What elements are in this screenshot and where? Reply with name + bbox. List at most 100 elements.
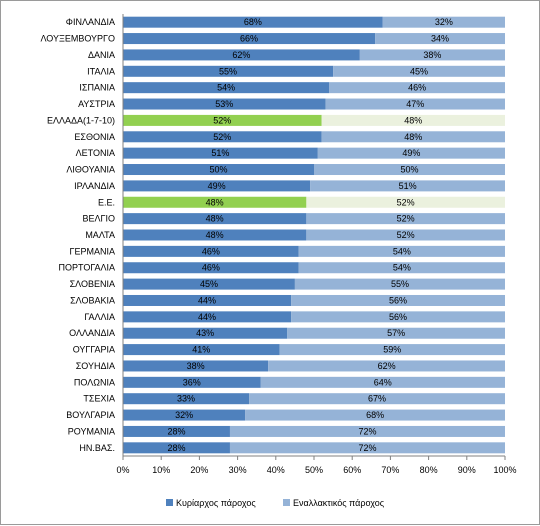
data-label: 43% (196, 328, 214, 338)
data-label: 48% (206, 230, 224, 240)
data-label: 56% (389, 295, 407, 305)
x-tick-label: 100% (493, 465, 516, 475)
data-label: 47% (406, 99, 424, 109)
bar-segment (123, 327, 288, 339)
bar-segment (375, 33, 505, 45)
category-label: ΔΑΝΙΑ (88, 50, 115, 60)
data-label: 53% (215, 99, 233, 109)
bar-segment (123, 344, 280, 356)
x-tick-label: 30% (229, 465, 247, 475)
bar-segment (123, 147, 318, 159)
bar-segment (123, 131, 322, 143)
data-label: 62% (378, 361, 396, 371)
category-label: ΤΣΕΧΙΑ (83, 394, 115, 404)
data-label: 52% (397, 214, 415, 224)
data-label: 67% (368, 394, 386, 404)
data-label: 28% (167, 443, 185, 453)
bar-segment (268, 360, 505, 372)
data-label: 32% (175, 410, 193, 420)
legend-label: Εναλλακτικός πάροχος (293, 498, 385, 508)
x-tick-label: 10% (152, 465, 170, 475)
data-label: 64% (374, 377, 392, 387)
data-label: 56% (389, 312, 407, 322)
category-label: ΟΛΛΑΝΔΙΑ (69, 328, 115, 338)
bar-segment (123, 213, 307, 225)
bar-segment (123, 393, 250, 405)
data-label: 52% (397, 197, 415, 207)
bar-segment (123, 49, 360, 61)
data-label: 59% (383, 345, 401, 355)
data-label: 66% (240, 34, 258, 44)
data-label: 50% (209, 165, 227, 175)
data-label: 52% (213, 132, 231, 142)
category-label: ΦΙΝΛΑΝΔΙΑ (66, 17, 115, 27)
data-label: 68% (244, 17, 262, 27)
data-label: 38% (187, 361, 205, 371)
category-label: ΓΕΡΜΑΝΙΑ (70, 246, 115, 256)
data-label: 51% (211, 148, 229, 158)
category-label: Ε.Ε. (98, 197, 115, 207)
data-label: 38% (423, 50, 441, 60)
bar-segment (123, 82, 330, 94)
bar-segment (229, 425, 505, 437)
data-label: 49% (402, 148, 420, 158)
bar-segment (123, 33, 376, 45)
bar-segment (317, 147, 505, 159)
data-label: 52% (397, 230, 415, 240)
bar-segment (310, 180, 505, 192)
bar-segment (260, 376, 505, 388)
data-label: 48% (404, 132, 422, 142)
bar-segment (123, 229, 307, 241)
data-label: 62% (232, 50, 250, 60)
bar-segment (123, 294, 292, 306)
data-label: 50% (400, 165, 418, 175)
category-label: ΠΟΡΤΟΓΑΛΙΑ (59, 263, 116, 273)
data-label: 46% (202, 246, 220, 256)
bar-segment (123, 65, 334, 77)
x-tick-label: 70% (381, 465, 399, 475)
x-tick-label: 0% (116, 465, 129, 475)
data-label: 49% (208, 181, 226, 191)
legend-label: Κυρίαρχος πάροχος (176, 498, 256, 508)
bar-segment (249, 393, 505, 405)
data-label: 48% (206, 214, 224, 224)
category-label: ΡΟΥΜΑΝΙΑ (68, 426, 115, 436)
data-label: 45% (200, 279, 218, 289)
category-label: ΛΟΥΞΕΜΒΟΥΡΓΟ (40, 34, 115, 44)
category-label: ΛΕΤΟΝΙΑ (76, 148, 115, 158)
bar-segment (306, 229, 505, 241)
data-label: 72% (358, 443, 376, 453)
data-label: 33% (177, 394, 195, 404)
category-label: ΛΙΘΟΥΑΝΙΑ (66, 165, 115, 175)
data-label: 44% (198, 295, 216, 305)
bar-segment (123, 360, 269, 372)
category-label: ΙΤΑΛΙΑ (87, 66, 115, 76)
bar-segment (329, 82, 505, 94)
bar-segment (123, 425, 230, 437)
bar-segment (294, 278, 505, 290)
bar-segment (287, 327, 505, 339)
bar-segment (123, 376, 261, 388)
data-label: 55% (219, 66, 237, 76)
data-label: 46% (408, 83, 426, 93)
category-label: ΓΑΛΛΙΑ (84, 312, 115, 322)
bar-segment (123, 16, 383, 28)
data-label: 51% (399, 181, 417, 191)
x-tick-label: 80% (420, 465, 438, 475)
bar-segment (123, 262, 299, 274)
x-tick-label: 40% (267, 465, 285, 475)
data-label: 57% (387, 328, 405, 338)
bar-segment (298, 262, 505, 274)
category-label: ΕΣΘΟΝΙΑ (74, 132, 115, 142)
bar-segment (306, 213, 505, 225)
bar-segment (123, 164, 314, 176)
bar-segment (321, 131, 505, 143)
category-label: ΜΑΛΤΑ (85, 230, 115, 240)
data-label: 54% (393, 263, 411, 273)
data-label: 52% (213, 115, 231, 125)
bar-segment (298, 245, 505, 257)
data-label: 34% (431, 34, 449, 44)
bar-segment (123, 180, 311, 192)
